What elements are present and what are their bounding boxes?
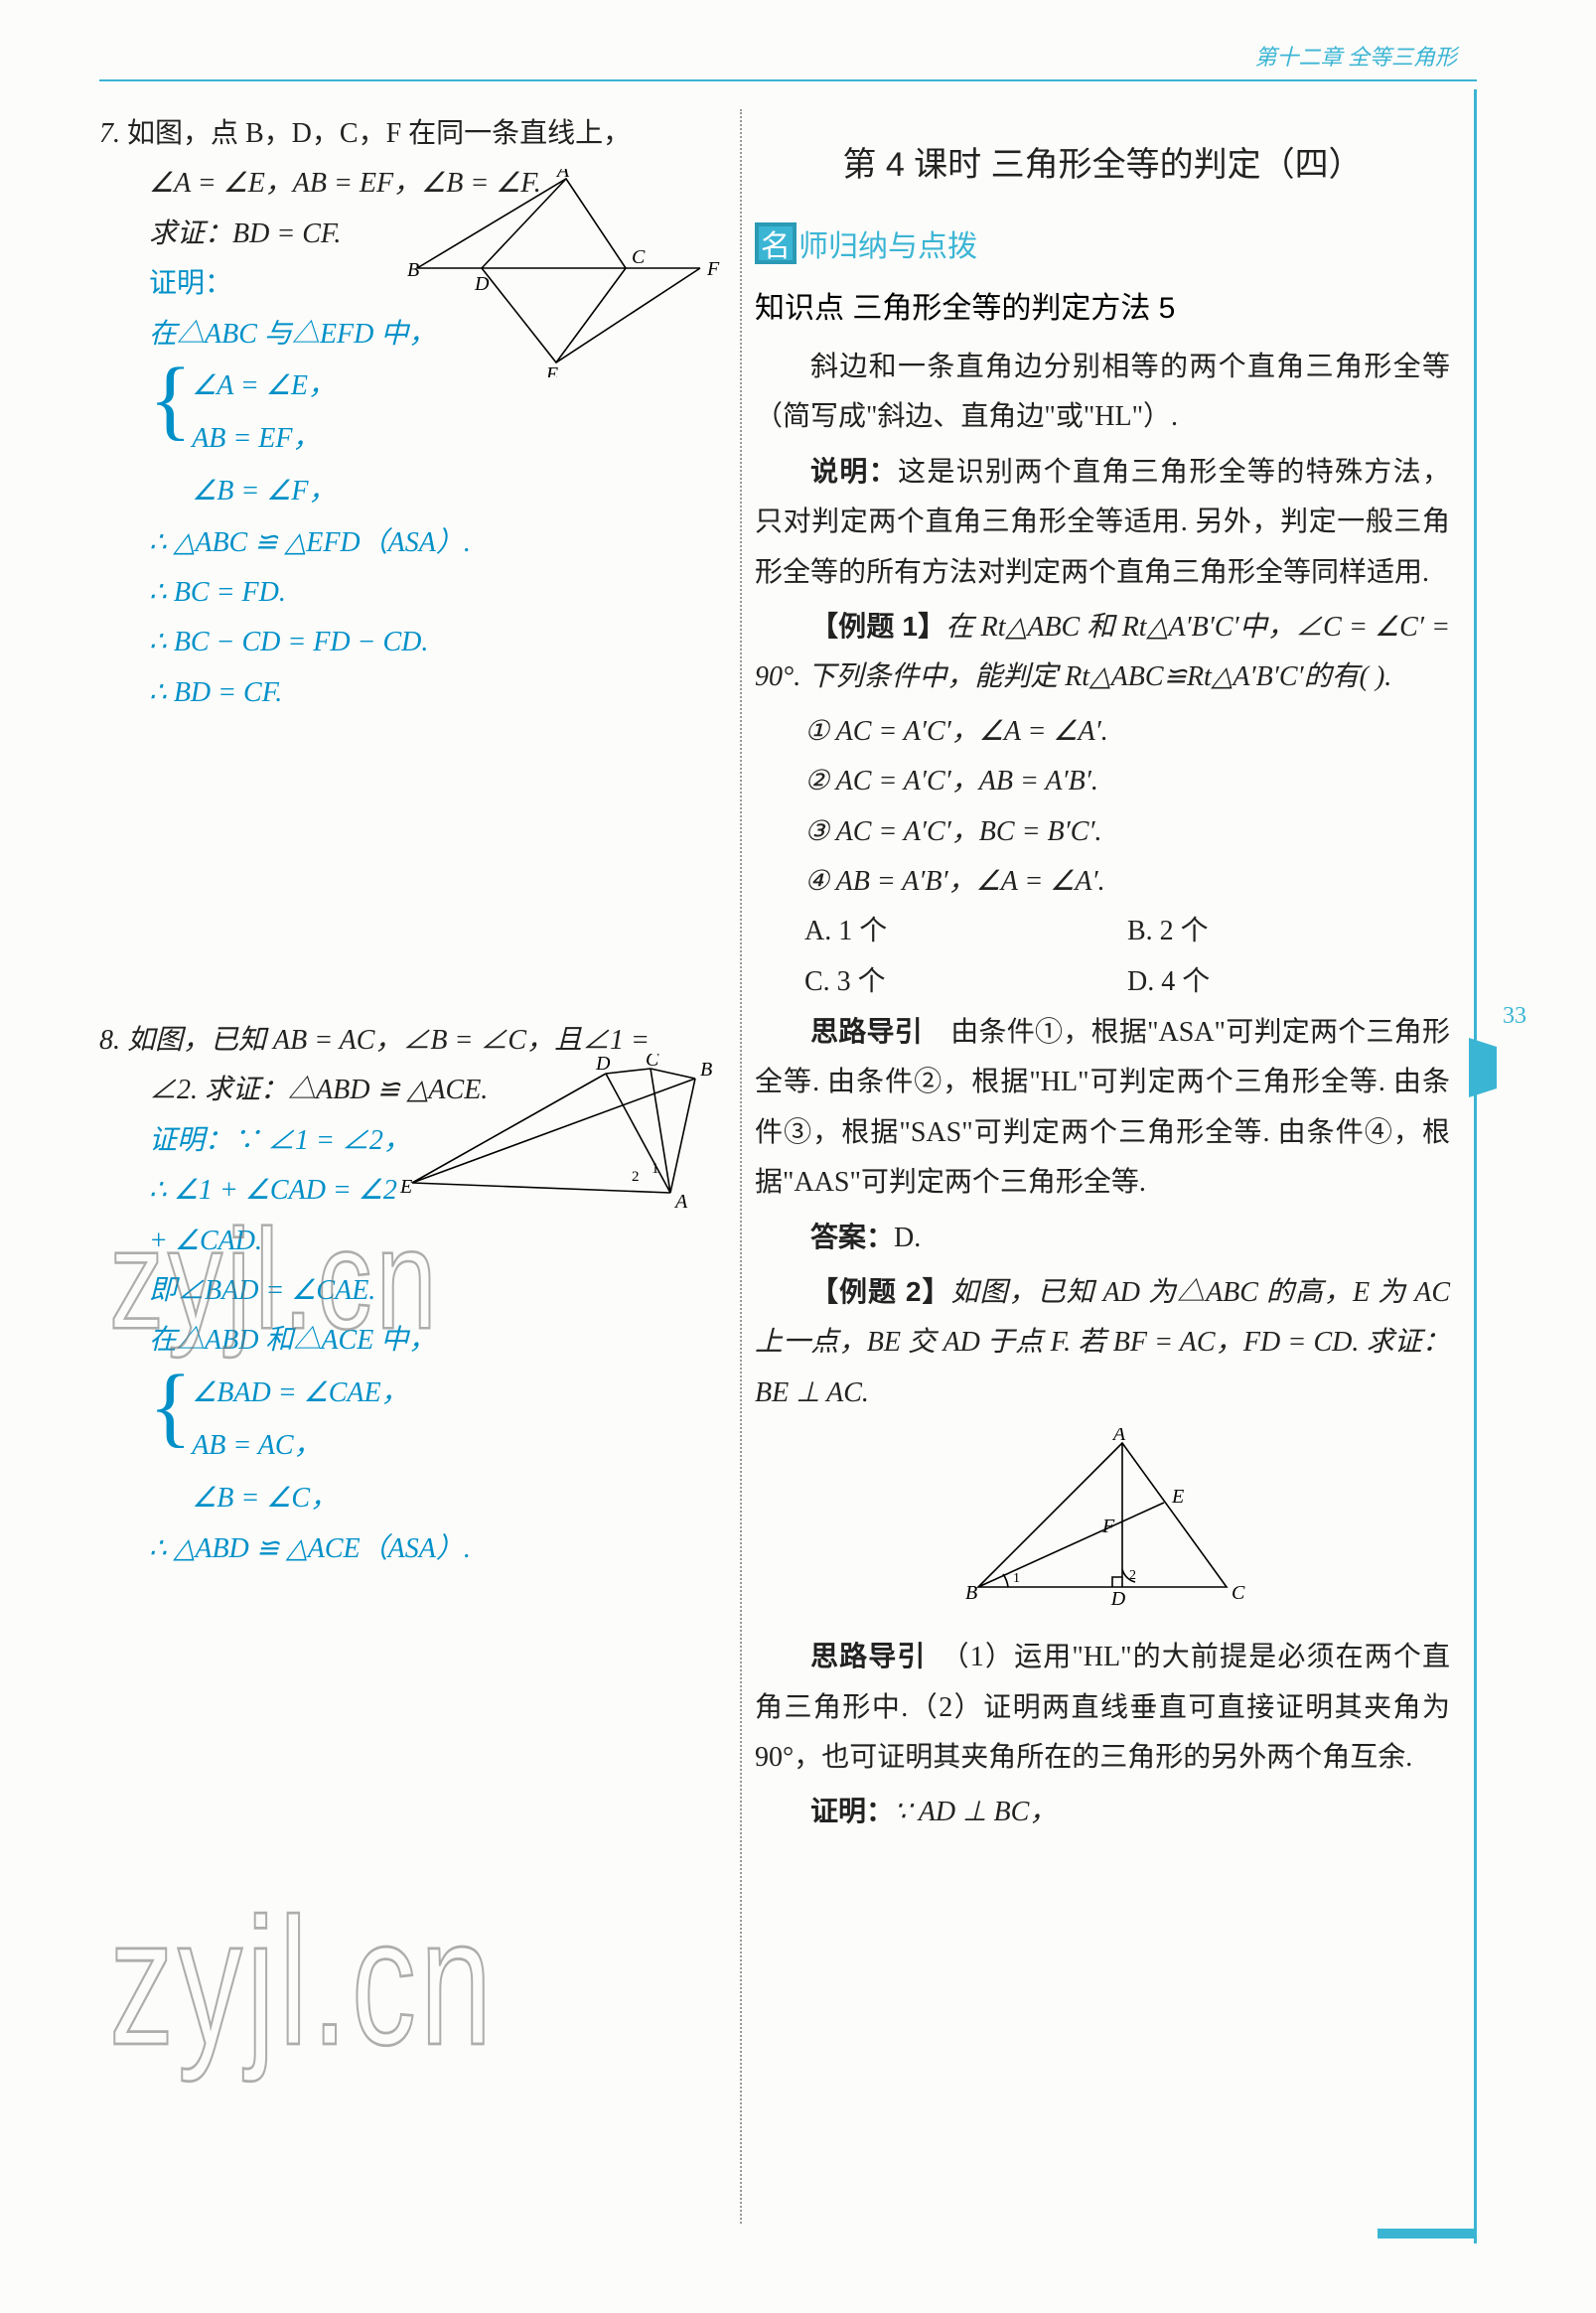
knowledge-point-title: 知识点 三角形全等的判定方法 5 xyxy=(755,283,1450,327)
ans-label: 答案： xyxy=(810,1222,894,1252)
ex1-opt4: ④ AB = A′B′，∠A = ∠A′. xyxy=(755,857,1450,907)
q8-brace3: ∠B = ∠C， xyxy=(192,1472,408,1524)
svg-text:A: A xyxy=(1111,1428,1126,1445)
svg-text:D: D xyxy=(595,1054,611,1075)
lesson-title: 第 4 课时 三角形全等的判定（四） xyxy=(755,137,1450,186)
brace-icon: { xyxy=(149,1367,192,1525)
example-2: 【例题 2】如图，已知 AD 为△ABC 的高，E 为 AC 上一点，BE 交 … xyxy=(755,1267,1450,1418)
q7-stem-l1: 如图，点 B，D，C，F 在同一条直线上， xyxy=(127,118,631,149)
ex1-guide: 思路导引 由条件①，根据"ASA"可判定两个三角形全等. 由条件②，根据"HL"… xyxy=(755,1007,1450,1209)
column-divider xyxy=(740,109,742,2224)
svg-text:B: B xyxy=(700,1059,712,1081)
choice-c: C. 3 个 xyxy=(804,957,1127,1007)
svg-text:F: F xyxy=(706,258,720,280)
label-shuoming: 说明： xyxy=(810,456,898,487)
q7-c4: ∴ BD = CF. xyxy=(99,668,725,718)
ex1-opt3: ③ AC = A′C′，BC = B′C′. xyxy=(755,807,1450,857)
svg-text:B: B xyxy=(407,259,419,281)
guide-label: 思路导引 xyxy=(810,1016,923,1047)
q7-figure: A B D C F E xyxy=(397,169,725,377)
ex1-answer: 答案：D. xyxy=(755,1213,1450,1263)
svg-text:A: A xyxy=(555,169,570,182)
svg-text:C: C xyxy=(632,246,646,268)
subheading: 名 师归纳与点拨 xyxy=(755,221,1450,265)
header-rule xyxy=(99,79,1477,81)
q8-stem-l1: 如图，已知 AB = AC，∠B = ∠C，且∠1 = xyxy=(127,1025,650,1056)
paragraph-2: 说明：这是识别两个直角三角形全等的特殊方法，只对判定两个直角三角形全等适用. 另… xyxy=(755,447,1450,598)
svg-text:E: E xyxy=(399,1176,412,1198)
svg-text:E: E xyxy=(1171,1486,1184,1508)
ex2-proof-text: ∵ AD ⊥ BC， xyxy=(894,1797,1057,1827)
question-7: 7. 如图，点 B，D，C，F 在同一条直线上， ∠A = ∠E，AB = EF… xyxy=(99,109,725,718)
q8-brace1: ∠BAD = ∠CAE， xyxy=(192,1367,408,1419)
subheading-text: 师归纳与点拨 xyxy=(798,221,977,265)
choice-d: D. 4 个 xyxy=(1127,957,1450,1007)
right-column: 第 4 课时 三角形全等的判定（四） 名 师归纳与点拨 知识点 三角形全等的判定… xyxy=(755,109,1450,2244)
svg-text:B: B xyxy=(965,1582,977,1604)
ex2-guide-label: 思路导引 xyxy=(810,1641,927,1671)
svg-text:D: D xyxy=(474,273,490,295)
svg-text:A: A xyxy=(673,1191,688,1213)
q8-c1: ∴ △ABD ≌ △ACE（ASA）. xyxy=(99,1524,725,1574)
q7-c1: ∴ △ABC ≌ △EFD（ASA）. xyxy=(99,518,725,568)
ex2-proof-label: 证明： xyxy=(810,1796,894,1826)
svg-text:2: 2 xyxy=(632,1169,640,1185)
q7-c3: ∴ BC − CD = FD − CD. xyxy=(99,618,725,667)
side-tab xyxy=(1469,1038,1497,1097)
badge-icon: 名 xyxy=(755,222,797,264)
page-number: 33 xyxy=(1503,1003,1526,1030)
q7-stem-l3: 求证：BD = CF. xyxy=(149,218,341,249)
example-1: 【例题 1】在 Rt△ABC 和 Rt△A′B′C′中，∠C = ∠C′ = 9… xyxy=(755,602,1450,703)
question-8: 8. 如图，已知 AB = AC，∠B = ∠C，且∠1 = ∠2. 求证：△A… xyxy=(99,1016,725,1575)
right-margin-rule xyxy=(1474,89,1477,2243)
ans-text: D. xyxy=(894,1223,921,1253)
svg-text:D: D xyxy=(1110,1588,1126,1610)
choice-a: A. 1 个 xyxy=(804,907,1127,956)
choice-b: B. 2 个 xyxy=(1127,907,1450,956)
paragraph-1: 斜边和一条直角边分别相等的两个直角三角形全等（简写成"斜边、直角边"或"HL"）… xyxy=(755,343,1450,443)
q8-p3: + ∠CAD. xyxy=(99,1217,725,1266)
svg-text:F: F xyxy=(1101,1516,1115,1537)
q7-brace3: ∠B = ∠F， xyxy=(192,465,336,517)
q8-brace2: AB = AC， xyxy=(192,1419,408,1472)
ex2-label: 【例题 2】 xyxy=(810,1276,951,1307)
q7-number: 7. xyxy=(99,118,120,149)
left-column: 7. 如图，点 B，D，C，F 在同一条直线上， ∠A = ∠E，AB = EF… xyxy=(99,109,725,2244)
page-content: 7. 如图，点 B，D，C，F 在同一条直线上， ∠A = ∠E，AB = EF… xyxy=(99,109,1517,2244)
ex1-opt2: ② AC = A′C′，AB = A′B′. xyxy=(755,757,1450,806)
svg-text:1: 1 xyxy=(652,1161,659,1177)
svg-text:C: C xyxy=(1232,1582,1245,1604)
q7-brace2: AB = EF， xyxy=(192,412,336,465)
q7-c2: ∴ BC = FD. xyxy=(99,568,725,618)
q7-brace1: ∠A = ∠E， xyxy=(192,360,336,412)
svg-text:E: E xyxy=(545,363,558,377)
brace-icon: { xyxy=(149,360,192,518)
svg-text:2: 2 xyxy=(1129,1568,1136,1583)
svg-text:1: 1 xyxy=(1013,1571,1020,1586)
ex1-opt1: ① AC = A′C′，∠A = ∠A′. xyxy=(755,707,1450,757)
svg-text:C: C xyxy=(646,1054,659,1071)
ex2-proof: 证明：∵ AD ⊥ BC， xyxy=(755,1787,1450,1837)
running-header: 第十二章 全等三角形 xyxy=(1254,40,1457,72)
q8-p5: 在△ABD 和△ACE 中， xyxy=(99,1316,725,1366)
q8-p4: 即∠BAD = ∠CAE. xyxy=(99,1266,725,1316)
ex2-figure: A B C D E F 1 2 xyxy=(953,1428,1251,1612)
ex2-guide: 思路导引 （1）运用"HL"的大前提是必须在两个直角三角形中.（2）证明两直线垂… xyxy=(755,1632,1450,1783)
q8-number: 8. xyxy=(99,1025,120,1056)
q8-figure: E A B C D 1 2 xyxy=(397,1054,715,1213)
ex1-label: 【例题 1】 xyxy=(810,611,945,642)
